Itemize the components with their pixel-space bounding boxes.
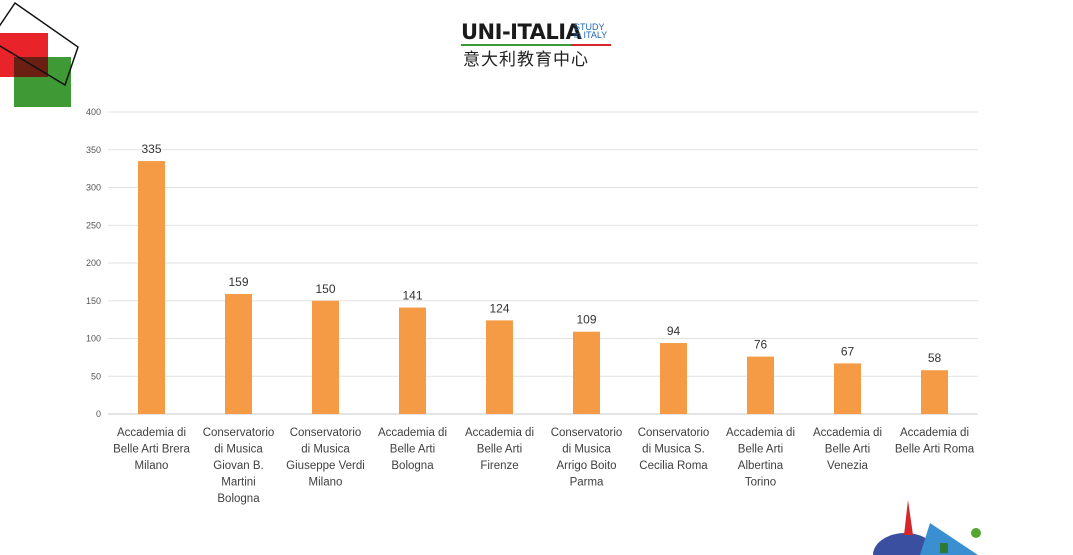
data-labels: 335 159 150 141 124 109 94 76 67 58 <box>141 142 941 365</box>
data-label: 58 <box>928 351 942 365</box>
data-label: 67 <box>841 344 855 358</box>
y-tick-label: 350 <box>86 145 101 155</box>
x-category-label: Conservatorio di Musica S. Cecilia Roma <box>638 427 710 472</box>
x-category-label: Accademia di Belle Arti Albertina Torino <box>726 427 795 489</box>
data-label: 94 <box>667 324 681 338</box>
bar <box>486 320 513 414</box>
logo-main-text: UNI-ITALIA <box>461 20 582 44</box>
bar <box>660 343 687 414</box>
bar <box>747 356 774 414</box>
x-category-label: Conservatorio di Musica Giuseppe Verdi Mila… <box>286 427 365 489</box>
data-label: 159 <box>228 275 248 289</box>
y-tick-label: 250 <box>86 220 101 230</box>
y-tick-label: 0 <box>96 409 101 419</box>
data-label: 150 <box>315 282 335 296</box>
y-tick-label: 300 <box>86 183 101 193</box>
logo-underline-green <box>461 44 571 46</box>
x-category-label: Accademia di Belle Arti Roma <box>895 427 975 456</box>
uni-italia-logo: UNI-ITALIA STUDY in ITALY 意大利教育中心 <box>455 20 625 70</box>
logo-chinese-text: 意大利教育中心 <box>463 50 589 70</box>
logo-study-line1: STUDY <box>574 22 605 32</box>
x-category-label: Accademia di Belle Arti Bologna <box>378 427 447 472</box>
decorative-dome-graphic <box>873 500 981 555</box>
data-label: 124 <box>489 301 509 315</box>
bar <box>225 293 252 414</box>
y-tick-label: 100 <box>86 334 101 344</box>
bar <box>312 300 339 414</box>
bar <box>399 307 426 414</box>
bars <box>138 161 948 414</box>
grid-lines <box>108 111 978 415</box>
x-axis-category-labels: Accademia di Belle Arti Brera Milano Conser… <box>113 427 975 505</box>
x-category-label: Accademia di Belle Arti Venezia <box>813 427 882 472</box>
decorative-squares-logo <box>0 1 79 107</box>
y-tick-label: 150 <box>86 296 101 306</box>
data-label: 109 <box>576 313 596 327</box>
logo-underline-red <box>571 44 611 46</box>
data-label: 76 <box>754 338 768 352</box>
x-category-label: Accademia di Belle Arti Firenze <box>465 427 534 472</box>
bar <box>834 363 861 414</box>
logo-study-text: STUDY in ITALY <box>574 22 608 40</box>
bar <box>138 161 165 414</box>
data-label: 335 <box>141 142 161 156</box>
data-label: 141 <box>402 289 422 303</box>
y-tick-label: 200 <box>86 258 101 268</box>
logo-study-line2: in ITALY <box>574 30 608 40</box>
y-axis-ticks: 0 50 100 150 200 250 300 350 400 <box>86 107 101 419</box>
bar <box>921 370 948 414</box>
x-category-label: Accademia di Belle Arti Brera Milano <box>113 427 190 472</box>
bar <box>573 331 600 414</box>
x-category-label: Conservatorio di Musica Giovan B. Martini Bo… <box>203 427 275 505</box>
y-tick-label: 50 <box>91 371 101 381</box>
x-category-label: Conservatorio di Musica Arrigo Boito Parma <box>551 427 623 489</box>
y-tick-label: 400 <box>86 107 101 117</box>
